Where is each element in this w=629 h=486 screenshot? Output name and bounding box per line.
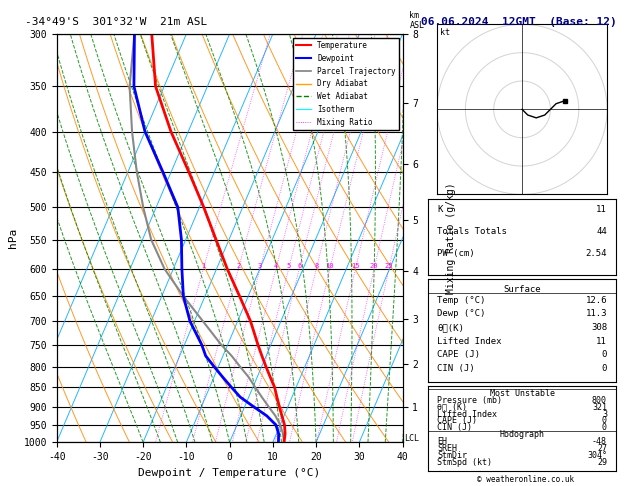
Text: 321: 321 xyxy=(592,403,607,412)
Text: Lifted Index: Lifted Index xyxy=(437,337,502,346)
Text: EH: EH xyxy=(437,437,447,446)
Text: 2: 2 xyxy=(236,263,240,269)
Text: 0: 0 xyxy=(602,417,607,425)
Text: Dewp (°C): Dewp (°C) xyxy=(437,310,486,318)
Text: 0: 0 xyxy=(602,423,607,432)
Text: km
ASL: km ASL xyxy=(409,11,425,30)
Text: StmDir: StmDir xyxy=(437,451,467,460)
Text: θᴄ(K): θᴄ(K) xyxy=(437,323,464,332)
Text: -34°49'S  301°32'W  21m ASL: -34°49'S 301°32'W 21m ASL xyxy=(25,17,208,27)
Text: 06.06.2024  12GMT  (Base: 12): 06.06.2024 12GMT (Base: 12) xyxy=(421,17,617,27)
Text: StmSpd (kt): StmSpd (kt) xyxy=(437,458,492,467)
Text: -48: -48 xyxy=(592,437,607,446)
Text: 44: 44 xyxy=(596,227,607,236)
Text: PW (cm): PW (cm) xyxy=(437,249,475,258)
Text: 2.54: 2.54 xyxy=(586,249,607,258)
Text: 5: 5 xyxy=(286,263,291,269)
Text: 11: 11 xyxy=(596,337,607,346)
Text: 10: 10 xyxy=(326,263,334,269)
Text: 12.6: 12.6 xyxy=(586,296,607,305)
Text: Hodograph: Hodograph xyxy=(499,430,545,439)
Text: 6: 6 xyxy=(297,263,301,269)
Text: 20: 20 xyxy=(370,263,378,269)
Text: 11: 11 xyxy=(596,205,607,213)
Text: θᴄ (K): θᴄ (K) xyxy=(437,403,467,412)
Legend: Temperature, Dewpoint, Parcel Trajectory, Dry Adiabat, Wet Adiabat, Isotherm, Mi: Temperature, Dewpoint, Parcel Trajectory… xyxy=(292,38,399,130)
Text: LCL: LCL xyxy=(404,434,420,443)
Text: Temp (°C): Temp (°C) xyxy=(437,296,486,305)
Text: Pressure (mb): Pressure (mb) xyxy=(437,396,502,405)
Text: Surface: Surface xyxy=(503,285,541,294)
Text: Totals Totals: Totals Totals xyxy=(437,227,507,236)
Text: Lifted Index: Lifted Index xyxy=(437,410,497,418)
Text: SREH: SREH xyxy=(437,444,457,453)
Text: 308: 308 xyxy=(591,323,607,332)
Y-axis label: Mixing Ratio (g/kg): Mixing Ratio (g/kg) xyxy=(446,182,456,294)
Text: 8: 8 xyxy=(314,263,318,269)
Text: CAPE (J): CAPE (J) xyxy=(437,417,477,425)
Text: 15: 15 xyxy=(351,263,360,269)
Text: © weatheronline.co.uk: © weatheronline.co.uk xyxy=(477,474,574,484)
Text: 27: 27 xyxy=(597,444,607,453)
Text: 304°: 304° xyxy=(587,451,607,460)
Text: 1: 1 xyxy=(201,263,206,269)
Text: 29: 29 xyxy=(597,458,607,467)
Text: CAPE (J): CAPE (J) xyxy=(437,350,480,359)
Text: 0: 0 xyxy=(601,350,607,359)
Y-axis label: hPa: hPa xyxy=(8,228,18,248)
Text: 3: 3 xyxy=(258,263,262,269)
Text: 25: 25 xyxy=(385,263,393,269)
Text: CIN (J): CIN (J) xyxy=(437,423,472,432)
Text: Most Unstable: Most Unstable xyxy=(489,389,555,398)
Text: kt: kt xyxy=(440,28,450,37)
X-axis label: Dewpoint / Temperature (°C): Dewpoint / Temperature (°C) xyxy=(138,468,321,478)
Text: 4: 4 xyxy=(274,263,278,269)
Text: 3: 3 xyxy=(602,410,607,418)
Text: CIN (J): CIN (J) xyxy=(437,364,475,373)
Text: 11.3: 11.3 xyxy=(586,310,607,318)
Text: 800: 800 xyxy=(592,396,607,405)
Text: K: K xyxy=(437,205,443,213)
Text: 0: 0 xyxy=(601,364,607,373)
